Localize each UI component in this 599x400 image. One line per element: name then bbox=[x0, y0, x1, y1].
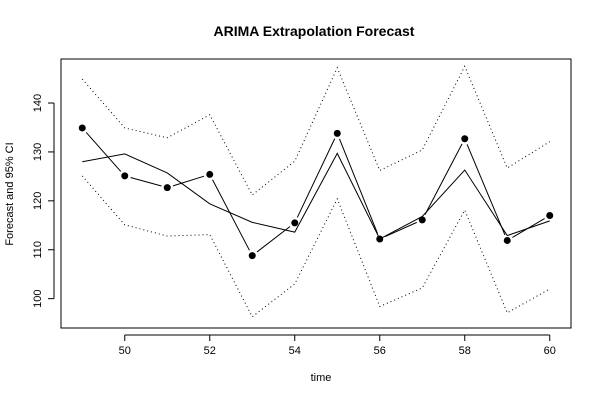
y-tick-label: 130 bbox=[32, 143, 44, 161]
observed-segment bbox=[212, 179, 250, 251]
series-layer bbox=[78, 65, 554, 318]
observed-point bbox=[503, 236, 511, 244]
observed-point bbox=[206, 170, 214, 178]
y-tick-label: 140 bbox=[32, 94, 44, 112]
x-tick-label: 50 bbox=[119, 345, 131, 357]
series-observed bbox=[78, 124, 554, 260]
y-axis: 100 110 120 130 140 bbox=[32, 94, 55, 308]
x-tick-label: 54 bbox=[289, 345, 301, 357]
y-tick-label: 100 bbox=[32, 289, 44, 307]
observed-point bbox=[546, 212, 554, 220]
forecast-line bbox=[82, 152, 550, 240]
observed-segment bbox=[466, 144, 506, 236]
observed-segment bbox=[385, 221, 417, 237]
x-tick-label: 52 bbox=[204, 345, 216, 357]
upper-95-line bbox=[81, 65, 551, 196]
observed-segment bbox=[339, 138, 378, 234]
observed-segment bbox=[296, 138, 336, 218]
x-axis: 50 52 54 56 58 60 bbox=[119, 334, 556, 357]
observed-point bbox=[78, 124, 86, 132]
plot-frame bbox=[60, 58, 572, 329]
observed-segment bbox=[85, 132, 122, 172]
observed-point bbox=[333, 129, 341, 137]
observed-point bbox=[248, 252, 256, 260]
observed-point bbox=[163, 184, 171, 192]
x-tick-label: 58 bbox=[459, 345, 471, 357]
x-tick-label: 60 bbox=[544, 345, 556, 357]
observed-point bbox=[291, 219, 299, 227]
observed-point bbox=[121, 172, 129, 180]
observed-point bbox=[461, 135, 469, 143]
observed-segment bbox=[256, 226, 291, 253]
observed-segment bbox=[172, 175, 205, 187]
chart-title: ARIMA Extrapolation Forecast bbox=[214, 23, 415, 39]
observed-point bbox=[418, 216, 426, 224]
x-axis-label: time bbox=[311, 372, 332, 384]
observed-segment bbox=[424, 143, 463, 215]
x-tick-label: 56 bbox=[374, 345, 386, 357]
y-tick-label: 120 bbox=[32, 192, 44, 210]
observed-segment bbox=[130, 177, 162, 187]
y-tick-label: 110 bbox=[32, 241, 44, 259]
y-axis-label: Forecast and 95% CI bbox=[4, 142, 16, 245]
lower-95-line bbox=[81, 175, 550, 318]
